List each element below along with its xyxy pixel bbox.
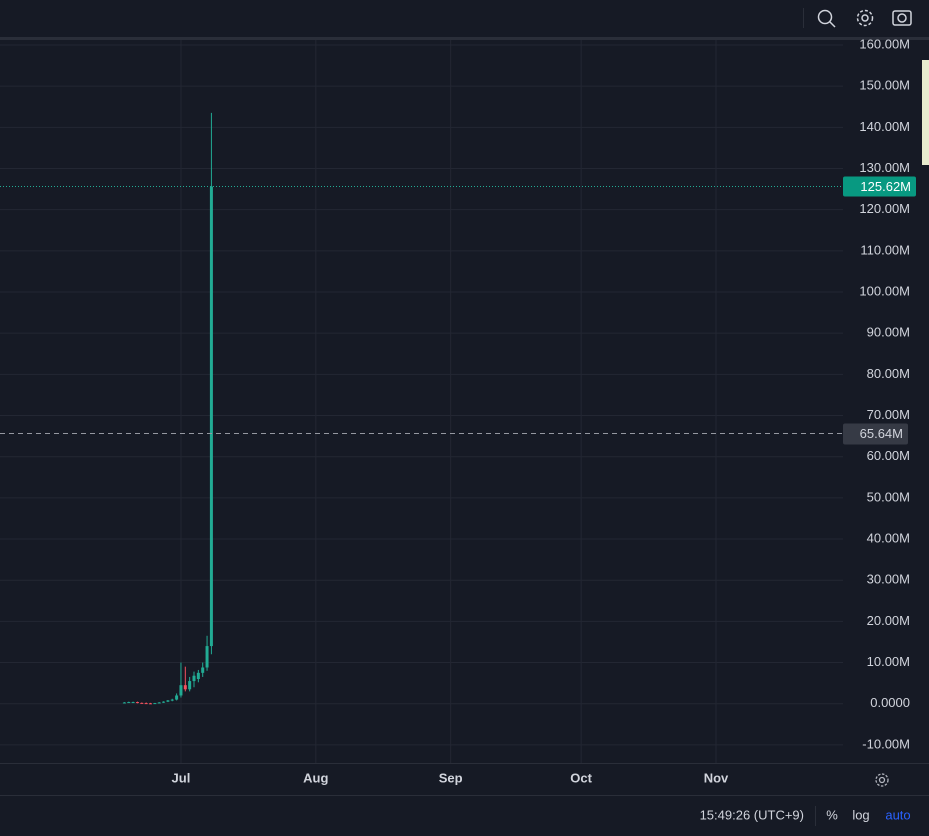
- candle-body: [144, 703, 148, 705]
- candle-body: [175, 695, 179, 700]
- candle-body: [196, 672, 200, 680]
- candle-body: [183, 685, 187, 690]
- y-tick-label: 70.00M: [867, 407, 910, 422]
- candle-body: [157, 702, 161, 704]
- x-tick-label: Sep: [439, 770, 463, 785]
- axis-settings-button[interactable]: [875, 773, 889, 787]
- y-tick-label: 80.00M: [867, 366, 910, 381]
- toolbar-icons: [817, 9, 912, 28]
- candle-body: [170, 699, 174, 701]
- percent-button[interactable]: %: [826, 807, 838, 822]
- crosshair-label: 65.64M: [860, 426, 903, 441]
- side-thumbnail: [922, 60, 929, 165]
- candle-body: [131, 702, 135, 704]
- y-tick-label: 0.0000: [870, 695, 910, 710]
- last-price-label: 125.62M: [860, 179, 911, 194]
- y-tick-label: 50.00M: [867, 489, 910, 504]
- candle-body: [127, 702, 131, 704]
- y-tick-label: 100.00M: [859, 283, 910, 298]
- candle-body: [149, 703, 153, 705]
- y-tick-label: 20.00M: [867, 613, 910, 628]
- y-tick-label: 160.00M: [859, 36, 910, 51]
- clock: 15:49:26 (UTC+9): [700, 807, 804, 822]
- x-tick-label: Oct: [570, 770, 592, 785]
- last-price-badge: [843, 176, 916, 197]
- y-tick-label: 130.00M: [859, 160, 910, 175]
- candle-body: [209, 186, 213, 647]
- y-tick-label: 40.00M: [867, 530, 910, 545]
- candle-body: [166, 700, 170, 702]
- crosshair-badge: [843, 423, 908, 445]
- candle-body: [201, 667, 205, 673]
- candle-body: [162, 701, 166, 703]
- y-tick-label: 30.00M: [867, 572, 910, 587]
- log-button[interactable]: log: [852, 807, 869, 822]
- x-tick-label: Aug: [303, 770, 328, 785]
- grid: [0, 38, 843, 763]
- quick-search-button[interactable]: [817, 9, 836, 28]
- y-tick-label: -10.00M: [862, 736, 910, 751]
- y-tick-label: 120.00M: [859, 201, 910, 216]
- candle-body: [192, 675, 196, 682]
- y-tick-label: 60.00M: [867, 448, 910, 463]
- candle-body: [188, 681, 192, 690]
- candle-body: [153, 703, 157, 705]
- candle-body: [135, 702, 139, 704]
- y-tick-label: 140.00M: [859, 119, 910, 134]
- candle-body: [140, 702, 144, 704]
- x-tick-label: Nov: [704, 770, 729, 785]
- screenshot-button[interactable]: [892, 10, 912, 26]
- candle-body: [122, 702, 126, 704]
- auto-button[interactable]: auto: [885, 807, 910, 822]
- candle-body: [205, 646, 209, 668]
- y-tick-label: 110.00M: [860, 242, 910, 257]
- y-tick-label: 150.00M: [859, 78, 910, 93]
- settings-button[interactable]: [856, 9, 874, 27]
- y-tick-label: 90.00M: [867, 325, 910, 340]
- x-tick-label: Jul: [172, 770, 191, 785]
- candles: [122, 112, 213, 705]
- y-tick-label: 10.00M: [867, 654, 910, 669]
- candle-body: [179, 685, 183, 696]
